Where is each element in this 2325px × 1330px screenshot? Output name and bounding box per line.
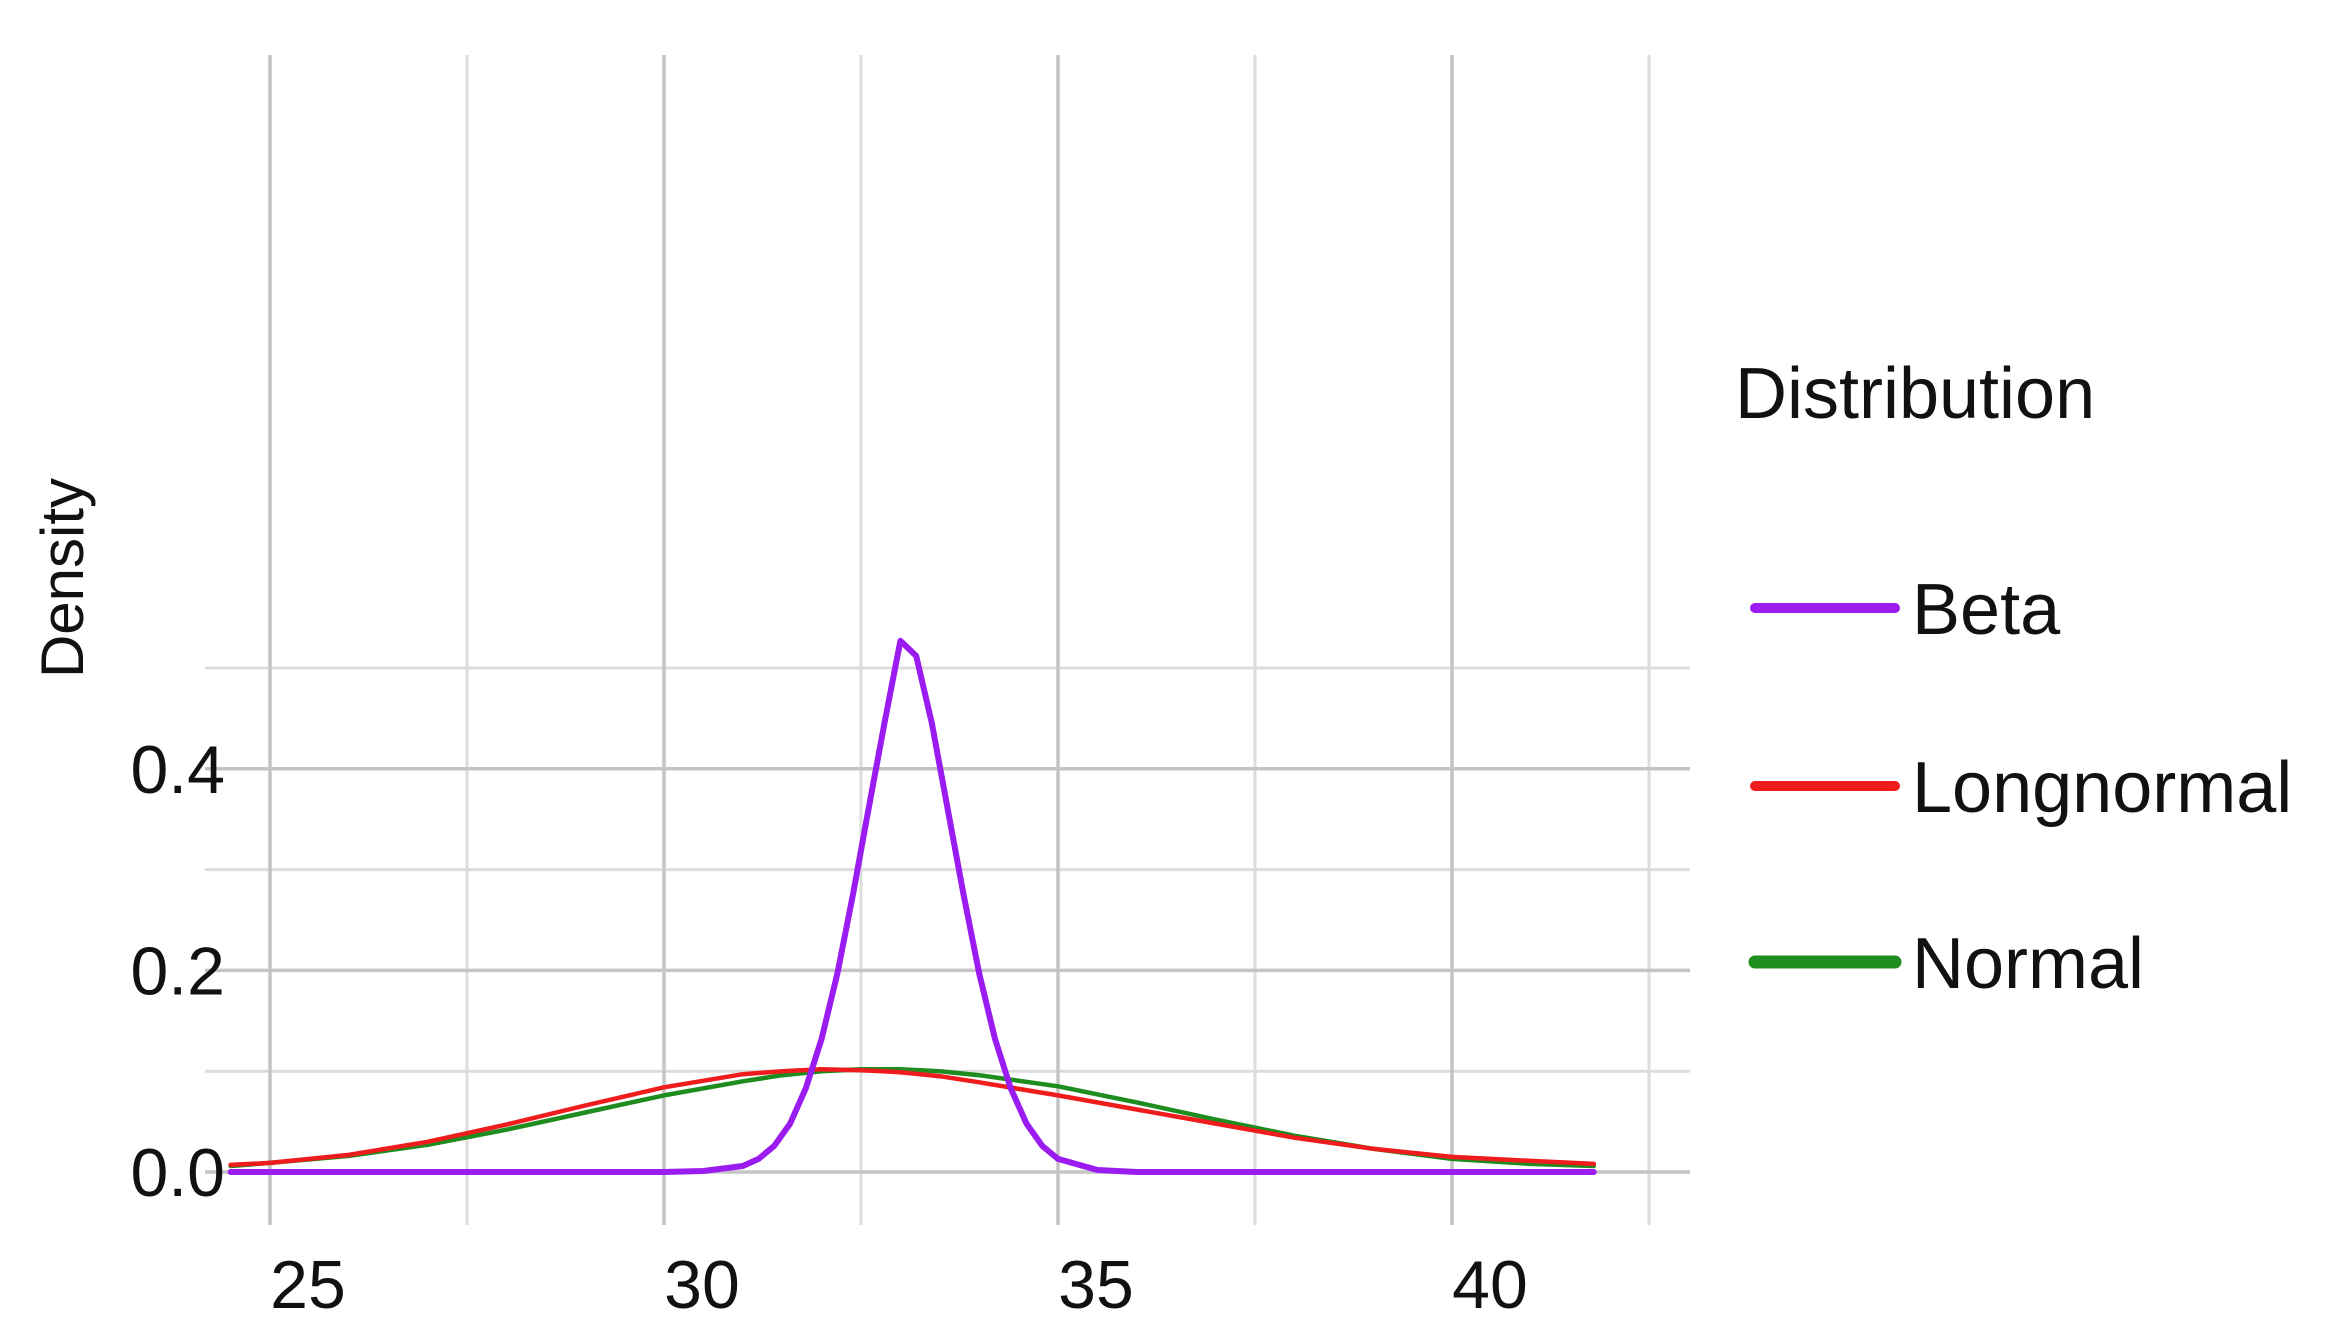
y-tick-label-0: 0.0 (130, 1135, 225, 1211)
legend-item-normal: Normal (1748, 924, 2144, 1004)
series-line-beta (227, 637, 1597, 1175)
legend-label-beta: Beta (1912, 570, 2061, 650)
x-tick-label-2: 35 (1058, 1247, 1134, 1323)
x-axis-ticks: 25 30 35 40 (270, 1247, 1528, 1323)
series-line-longnormal (228, 1066, 1597, 1168)
y-tick-label-1: 0.2 (130, 933, 225, 1009)
y-axis-title: Density (29, 478, 96, 678)
legend-item-beta: Beta (1750, 570, 2061, 650)
grid (205, 55, 1690, 1225)
legend-title: Distribution (1735, 354, 2095, 434)
legend-label-longnormal: Longnormal (1912, 748, 2292, 828)
legend-items: Beta Longnormal Normal (1748, 570, 2292, 1004)
legend-item-longnormal: Longnormal (1750, 748, 2292, 828)
x-tick-label-3: 40 (1452, 1247, 1528, 1323)
y-axis-ticks: 0.0 0.2 0.4 (130, 732, 225, 1211)
y-tick-label-2: 0.4 (130, 732, 225, 808)
legend: Distribution Beta Longnormal Normal (1735, 354, 2292, 1004)
legend-label-normal: Normal (1912, 924, 2144, 1004)
series-lines (227, 637, 1597, 1175)
x-tick-label-1: 30 (664, 1247, 740, 1323)
x-tick-label-0: 25 (270, 1247, 346, 1323)
